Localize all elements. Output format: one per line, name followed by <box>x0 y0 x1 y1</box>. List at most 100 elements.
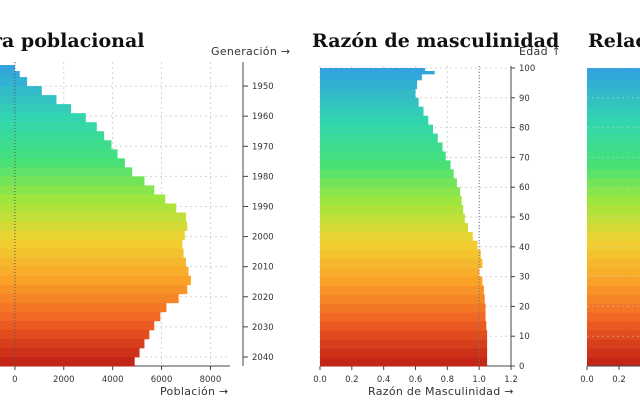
partial-bar <box>587 276 640 286</box>
population-bar <box>0 86 42 96</box>
partial-bar <box>587 285 640 295</box>
x-tick-label-population: 8000 <box>200 375 222 385</box>
y-tick-label-generation: 2000 <box>252 233 274 243</box>
y-tick-label-age: 20 <box>519 302 530 312</box>
population-bar <box>0 77 28 87</box>
ratio-bar <box>320 88 416 99</box>
partial-bar <box>587 88 640 99</box>
x-tick-label-ratio: 0.6 <box>409 375 423 385</box>
population-bar <box>0 122 97 132</box>
population-bar <box>0 302 167 313</box>
population-bar <box>0 95 57 105</box>
y-tick-label-age: 50 <box>519 213 530 223</box>
x-tick-label-population: 2000 <box>53 375 75 385</box>
y-tick-label-age: 90 <box>519 94 530 104</box>
x-tick-label-population: 6000 <box>151 375 173 385</box>
y-tick-label-generation: 2040 <box>252 353 274 363</box>
chart-title-masculinidad: Razón de masculinidad <box>312 30 560 52</box>
partial-bar <box>587 294 640 304</box>
ratio-bar <box>320 73 422 81</box>
partial-bar <box>587 214 640 224</box>
population-bar <box>0 149 118 159</box>
partial-bar <box>587 68 640 72</box>
y-tick-label-age: 30 <box>519 273 530 283</box>
population-bar <box>0 131 105 141</box>
y-tick-label-age: 100 <box>519 64 535 74</box>
partial-bar <box>587 169 640 179</box>
ratio-bar <box>320 321 487 331</box>
population-bar <box>0 185 155 195</box>
y-tick-label-generation: 1950 <box>252 82 274 92</box>
ratio-bar <box>320 303 486 313</box>
partial-bar <box>587 330 640 340</box>
x-tick-label-population: 0 <box>12 375 17 385</box>
ratio-bar <box>320 205 464 215</box>
chart-title-relacion: Relac <box>588 30 640 52</box>
ratio-bar <box>320 160 451 170</box>
x-tick-label-partial: 0.2 <box>612 375 626 385</box>
ratio-bar <box>320 339 488 349</box>
partial-bar <box>587 231 640 242</box>
y-tick-label-age: 40 <box>519 243 530 253</box>
ratio-bar <box>320 222 469 233</box>
ratio-bar <box>320 231 473 242</box>
ratio-bar <box>320 142 443 152</box>
partial-bar <box>587 97 640 108</box>
population-bar <box>0 356 135 367</box>
population-bar <box>0 167 133 177</box>
partial-bar <box>587 303 640 313</box>
population-bar <box>0 338 145 349</box>
population-bar <box>0 230 185 240</box>
population-bar <box>0 275 191 286</box>
partial-bar <box>587 178 640 188</box>
y-tick-label-age: 60 <box>519 183 530 193</box>
y-tick-label-generation: 2010 <box>252 263 274 273</box>
y-tick-label-age: 0 <box>519 362 524 372</box>
x-tick-label-ratio: 0.2 <box>345 375 359 385</box>
partial-bar <box>587 222 640 233</box>
ratio-bar <box>320 133 438 143</box>
ratio-bar <box>320 106 424 117</box>
y-tick-label-age: 10 <box>519 332 530 342</box>
y-tick-label-generation: 1960 <box>252 112 274 122</box>
x-tick-label-ratio: 1.2 <box>504 375 518 385</box>
partial-bar <box>587 142 640 152</box>
ratio-bar <box>320 240 478 251</box>
y-axis-label-generacion: Generación → <box>211 45 291 58</box>
y-tick-label-age: 70 <box>519 153 530 163</box>
ratio-bar <box>320 151 446 161</box>
population-bar <box>0 194 166 204</box>
population-bar <box>0 329 150 340</box>
ratio-bar <box>320 285 484 295</box>
population-bar <box>0 239 183 250</box>
ratio-bar <box>320 178 457 188</box>
partial-bar <box>587 133 640 143</box>
ratio-bar <box>320 97 419 108</box>
ratio-bar <box>320 79 418 90</box>
x-tick-label-ratio: 1.0 <box>472 375 486 385</box>
partial-bar <box>587 258 640 269</box>
partial-bar <box>587 357 640 367</box>
partial-bar <box>587 205 640 215</box>
y-tick-label-generation: 1990 <box>252 202 274 212</box>
population-bar <box>0 71 20 78</box>
population-bar <box>0 293 179 304</box>
partial-bar <box>587 160 640 170</box>
chart-title-piramide: ra poblacional <box>0 30 145 52</box>
population-bar <box>0 176 145 186</box>
population-bar <box>0 203 177 213</box>
ratio-bar <box>320 214 465 224</box>
ratio-bar <box>320 267 480 277</box>
ratio-bar <box>320 294 485 304</box>
partial-bar <box>587 151 640 161</box>
population-bar <box>0 320 155 331</box>
ratio-bar <box>320 312 486 322</box>
ratio-bar <box>320 330 488 340</box>
partial-bar <box>587 79 640 90</box>
population-bar <box>0 311 161 322</box>
x-tick-label-partial: 0.0 <box>580 375 594 385</box>
ratio-bar <box>320 249 481 260</box>
population-bar <box>0 248 184 259</box>
partial-bar <box>587 249 640 260</box>
